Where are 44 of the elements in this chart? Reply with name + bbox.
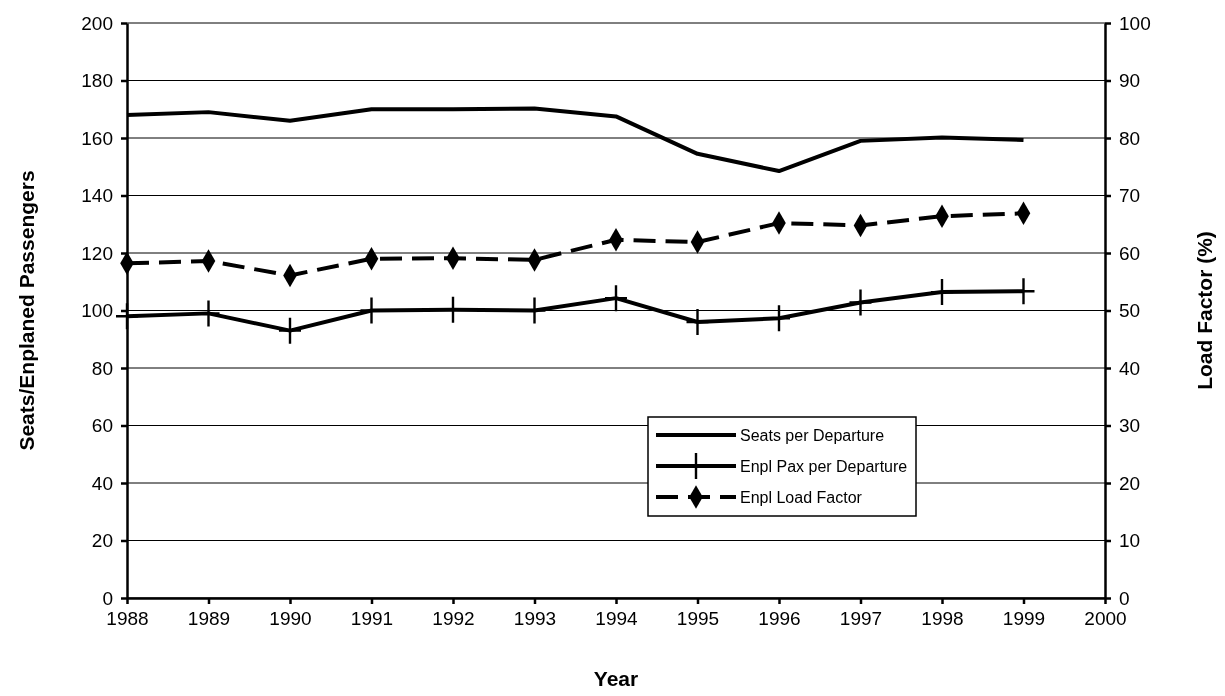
x-tick-label: 1999 — [1002, 608, 1046, 630]
x-tick-label: 1996 — [758, 608, 801, 630]
y-tick-label: 40 — [91, 472, 113, 494]
y-tick-label: 100 — [81, 300, 113, 322]
y2-tick-label: 0 — [1119, 587, 1130, 609]
point — [279, 317, 301, 344]
x-axis-title: Year — [593, 667, 639, 690]
y2-tick-label: 30 — [1119, 415, 1141, 437]
x-tick-label: 1988 — [106, 608, 149, 630]
y-axis-title: Seats/Enplaned Passengers — [15, 170, 38, 451]
y-tick-label: 180 — [81, 70, 113, 92]
x-tick-label: 1991 — [350, 608, 394, 630]
y-tick-label: 200 — [81, 12, 113, 34]
y2-tick-label: 40 — [1119, 357, 1141, 379]
y-tick-label: 60 — [91, 415, 113, 437]
y2-tick-label: 10 — [1119, 530, 1141, 552]
y-tick-label: 80 — [91, 357, 113, 379]
y2-tick-label: 70 — [1119, 185, 1141, 207]
x-tick-label: 1998 — [921, 608, 964, 630]
point — [686, 309, 709, 335]
legend-label: Seats per Departure — [740, 427, 885, 444]
y-tick-label: 160 — [81, 127, 113, 149]
y2-axis-title: Load Factor (%) — [1193, 231, 1216, 390]
y2-tick-label: 50 — [1119, 300, 1141, 322]
y-tick-label: 20 — [91, 530, 113, 552]
legend-label: Enpl Pax per Departure — [740, 458, 908, 475]
x-tick-label: 1990 — [269, 608, 312, 630]
y2-tick-label: 20 — [1119, 472, 1141, 494]
y2-tick-label: 90 — [1119, 70, 1141, 92]
y2-tick-label: 60 — [1119, 242, 1141, 264]
x-tick-label: 2000 — [1084, 608, 1127, 630]
y-tick-label: 120 — [81, 242, 113, 264]
y2-tick-label: 80 — [1119, 127, 1141, 149]
x-tick-label: 1997 — [839, 608, 883, 630]
y-tick-label: 140 — [81, 185, 113, 207]
x-tick-label: 1995 — [676, 608, 720, 630]
point — [849, 289, 872, 316]
x-tick-label: 1992 — [432, 608, 475, 630]
x-tick-label: 1993 — [513, 608, 557, 630]
y-tick-label: 0 — [102, 587, 113, 609]
y2-tick-label: 100 — [1119, 12, 1151, 34]
x-tick-label: 1989 — [187, 608, 231, 630]
legend-label: Enpl Load Factor — [740, 489, 863, 506]
x-tick-label: 1994 — [595, 608, 639, 630]
